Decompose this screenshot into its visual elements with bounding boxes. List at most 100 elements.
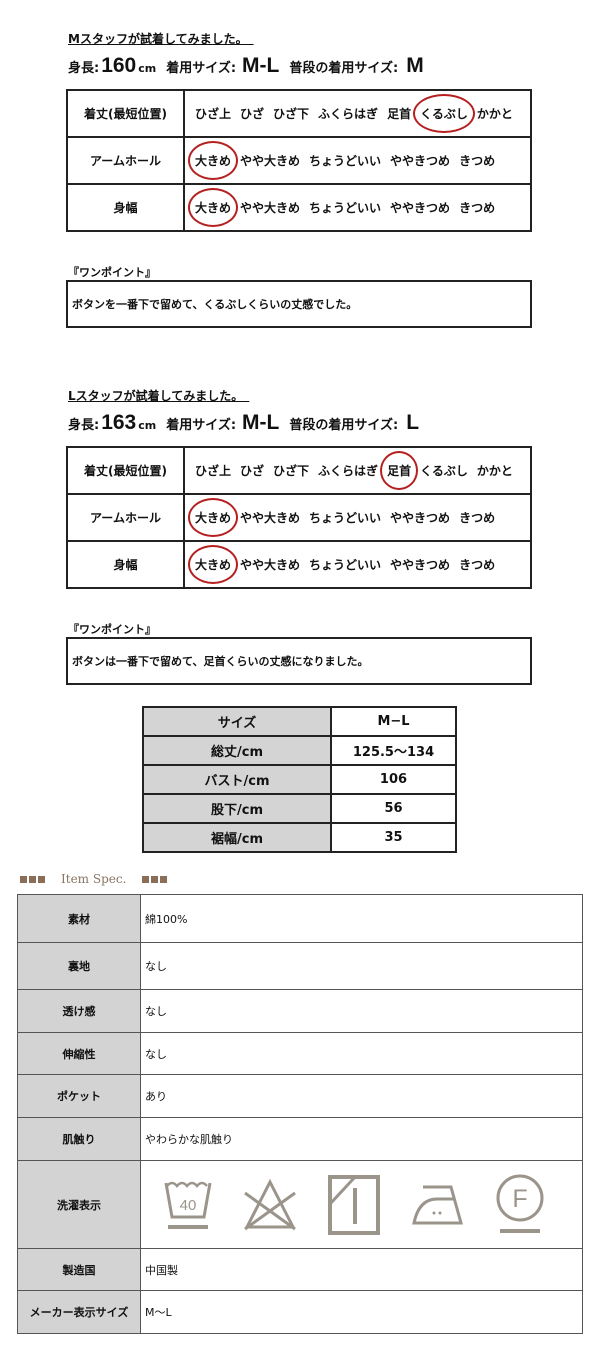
size-value: 125.5〜134 <box>330 735 457 766</box>
spec-key: 肌触り <box>17 1117 141 1161</box>
fit-options: 大きめ やや大きめ ちょうどいい ややきつめ きつめ <box>183 136 532 185</box>
fit-options: 大きめ やや大きめ ちょうどいい ややきつめ きつめ <box>183 540 532 589</box>
size-label: 着用サイズ: <box>166 61 237 76</box>
shade-dry-icon <box>328 1174 380 1235</box>
svg-text:40: 40 <box>180 1197 197 1214</box>
item-spec-heading: Item Spec. <box>20 872 168 886</box>
spec-row: メーカー表示サイズ M〜L <box>17 1290 583 1334</box>
fit-option: かかと <box>476 464 513 478</box>
spec-value: 綿100% <box>140 894 583 943</box>
selected-circle <box>380 451 419 490</box>
spec-value: なし <box>140 942 583 990</box>
size-value: 56 <box>330 793 457 824</box>
fit-options: 大きめ やや大きめ ちょうどいい ややきつめ きつめ <box>183 183 532 232</box>
decor-squares-icon <box>20 875 45 883</box>
onepoint-label: 『ワンポイント』 <box>68 623 156 636</box>
spec-value: あり <box>140 1074 583 1118</box>
fit-option: ひざ <box>240 464 265 478</box>
fit-option: ちょうどいい <box>309 201 382 215</box>
fit-table: 着丈(最短位置) ひざ上 ひざ ひざ下 ふくらはぎ 足首 くるぶし かかと アームホール 大きめや… <box>66 89 532 232</box>
fit-option: 足首 <box>387 107 412 121</box>
size-value: M-L <box>242 54 280 77</box>
size-header-row: サイズ M−L <box>142 706 457 737</box>
fit-option: やや大きめ <box>240 201 301 215</box>
fit-option: きつめ <box>459 201 496 215</box>
decor-squares-icon <box>142 875 168 883</box>
selected-circle <box>188 188 239 227</box>
fit-option: かかと <box>476 107 513 121</box>
fit-option: 大きめ <box>188 188 239 227</box>
fit-option: ふくらはぎ <box>318 464 379 478</box>
size-value: 35 <box>330 822 457 853</box>
selected-circle <box>188 141 239 180</box>
fit-row: 着丈(最短位置) ひざ上 ひざ ひざ下 ふくらはぎ 足首 くるぶし かかと <box>66 89 532 138</box>
size-header: サイズ <box>142 706 332 737</box>
fit-option: 大きめ <box>188 545 239 584</box>
fit-row: アームホール 大きめ やや大きめ ちょうどいい ややきつめ きつめ <box>66 136 532 185</box>
size-row: 総丈/cm 125.5〜134 <box>142 735 457 766</box>
spec-key: メーカー表示サイズ <box>17 1290 141 1334</box>
spec-value: なし <box>140 989 583 1033</box>
usual-size-value: M <box>406 54 424 77</box>
svg-text:F: F <box>512 1185 527 1213</box>
size-key: 裾幅/cm <box>142 822 332 853</box>
fit-option: ひざ下 <box>273 107 310 121</box>
fit-option: 大きめ <box>188 141 239 180</box>
spec-row: 洗濯表示 40 F <box>17 1160 583 1249</box>
fit-option: やや大きめ <box>240 558 301 572</box>
spec-key: ポケット <box>17 1074 141 1118</box>
fit-option: ひざ <box>240 107 265 121</box>
usual-size-value: L <box>406 411 420 434</box>
fit-option: きつめ <box>459 558 496 572</box>
fit-option: くるぶし <box>413 94 475 133</box>
fit-label: 身幅 <box>66 540 185 589</box>
size-row: バスト/cm 106 <box>142 764 457 795</box>
spec-row: ポケット あり <box>17 1074 583 1118</box>
size-key: 総丈/cm <box>142 735 332 766</box>
fit-option: ひざ下 <box>273 464 310 478</box>
fit-option: ややきつめ <box>390 511 451 525</box>
fit-options: 大きめ やや大きめ ちょうどいい ややきつめ きつめ <box>183 493 532 542</box>
wash-40-icon: 40 <box>164 1181 212 1229</box>
fit-row: 身幅 大きめ やや大きめ ちょうどいい ややきつめ きつめ <box>66 183 532 232</box>
fit-row: 着丈(最短位置) ひざ上 ひざ ひざ下 ふくらはぎ 足首 くるぶし かかと <box>66 446 532 495</box>
fit-label: 身幅 <box>66 183 185 232</box>
spec-key: 裏地 <box>17 942 141 990</box>
fit-option: ひざ上 <box>195 107 232 121</box>
selected-circle <box>188 545 239 584</box>
size-value: M-L <box>242 411 280 434</box>
fit-option: ややきつめ <box>390 201 451 215</box>
size-row: 股下/cm 56 <box>142 793 457 824</box>
onepoint-text: ボタンは一番下で留めて、足首くらいの丈感になりました。 <box>66 637 532 685</box>
fit-label: アームホール <box>66 136 185 185</box>
fit-option: ひざ上 <box>195 464 232 478</box>
size-value: 106 <box>330 764 457 795</box>
item-spec-title: Item Spec. <box>61 872 127 886</box>
staff-stats: 身長: 163 cm 着用サイズ: M-L 普段の着用サイズ: L <box>68 411 419 435</box>
spec-table: 素材 綿100% 裏地 なし 透け感 なし 伸縮性 なし ポケット あり 肌触り やわらかな肌触り 洗濯… <box>17 894 583 1334</box>
size-header: M−L <box>330 706 457 737</box>
fit-option: きつめ <box>459 154 496 168</box>
spec-key: 透け感 <box>17 989 141 1033</box>
fit-option: ややきつめ <box>390 558 451 572</box>
no-bleach-icon <box>244 1178 296 1230</box>
fit-label: 着丈(最短位置) <box>66 446 185 495</box>
dry-clean-f-icon: F <box>496 1174 544 1233</box>
staff-stats: 身長: 160 cm 着用サイズ: M-L 普段の着用サイズ: M <box>68 54 424 78</box>
fit-option: きつめ <box>459 511 496 525</box>
height-value: 163 <box>101 411 137 434</box>
onepoint-label: 『ワンポイント』 <box>68 266 156 279</box>
size-key: バスト/cm <box>142 764 332 795</box>
height-label: 身長: <box>68 61 100 76</box>
fit-option: くるぶし <box>420 464 468 478</box>
selected-circle <box>188 498 239 537</box>
fit-table: 着丈(最短位置) ひざ上 ひざ ひざ下 ふくらはぎ 足首 くるぶし かかと アームホール 大きめや… <box>66 446 532 589</box>
fit-option: やや大きめ <box>240 511 301 525</box>
spec-row: 裏地 なし <box>17 942 583 990</box>
spec-key: 素材 <box>17 894 141 943</box>
usual-size-label: 普段の着用サイズ: <box>289 418 399 433</box>
spec-row: 肌触り やわらかな肌触り <box>17 1117 583 1161</box>
spec-row: 透け感 なし <box>17 989 583 1033</box>
staff-title: Mスタッフが試着してみました。 <box>68 32 254 46</box>
fit-row: アームホール 大きめ やや大きめ ちょうどいい ややきつめ きつめ <box>66 493 532 542</box>
